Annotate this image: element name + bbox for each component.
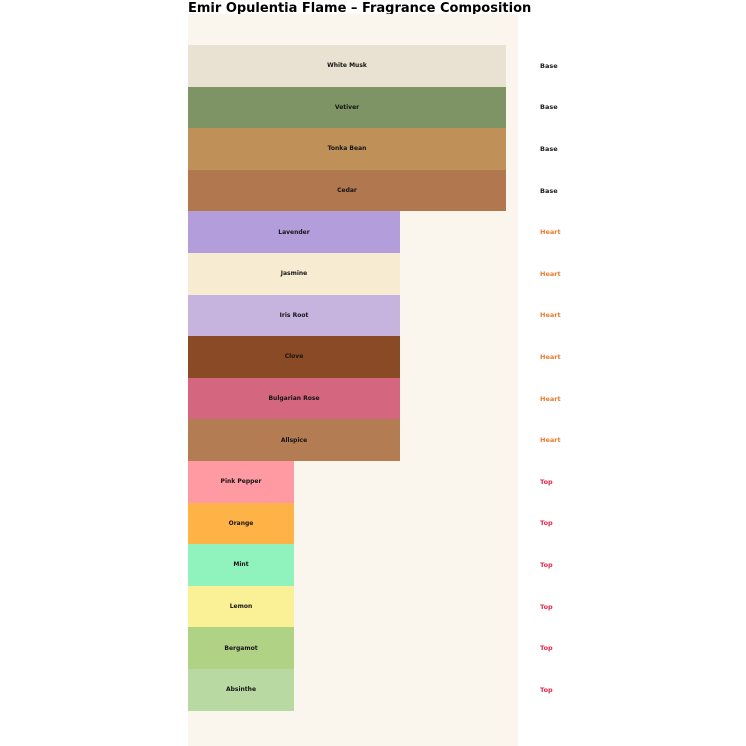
bar-row: Lemon Top xyxy=(188,585,553,628)
tier-label: Heart xyxy=(540,352,561,361)
bar-rows: White Musk Base Vetiver Base Tonka Bean … xyxy=(188,45,561,711)
bar-row: Vetiver Base xyxy=(188,86,558,129)
tier-label: Top xyxy=(540,477,553,486)
bar-label: Cedar xyxy=(337,187,357,195)
tier-label: Top xyxy=(540,560,553,569)
bar-label: Lavender xyxy=(278,228,310,236)
bar: Vetiver xyxy=(188,86,506,129)
bar-row: Tonka Bean Base xyxy=(188,128,558,170)
bar-label: Bergamot xyxy=(224,644,258,652)
bar: Cedar xyxy=(188,169,506,212)
bar: Orange xyxy=(188,502,294,545)
bar-row: White Musk Base xyxy=(188,45,558,87)
tier-label: Base xyxy=(540,144,558,153)
bar-row: Clove Heart xyxy=(188,336,561,378)
bar-row: Orange Top xyxy=(188,502,553,545)
bar-row: Mint Top xyxy=(188,544,553,586)
bar-row: Absinthe Top xyxy=(188,668,553,711)
tier-label: Top xyxy=(540,685,553,694)
bar-row: Cedar Base xyxy=(188,169,558,212)
bar: Lavender xyxy=(188,211,400,253)
tier-label: Base xyxy=(540,186,558,195)
bar: Jasmine xyxy=(188,252,400,295)
bar: Bulgarian Rose xyxy=(188,377,400,420)
bar-label: Iris Root xyxy=(279,311,309,319)
bar-row: Bulgarian Rose Heart xyxy=(188,377,561,420)
bar-row: Pink Pepper Top xyxy=(188,460,553,503)
tier-label: Top xyxy=(540,602,553,611)
bar-label: Bulgarian Rose xyxy=(268,395,320,403)
bar-label: Orange xyxy=(228,519,254,527)
bar-label: Mint xyxy=(233,561,249,569)
tier-label: Heart xyxy=(540,436,561,445)
bar: Lemon xyxy=(188,585,294,628)
bar-label: Lemon xyxy=(229,603,253,611)
bar-label: Absinthe xyxy=(225,686,257,694)
chart-area: White Musk Base Vetiver Base Tonka Bean … xyxy=(188,14,561,746)
bar-row: Iris Root Heart xyxy=(188,294,561,337)
tier-label: Heart xyxy=(540,311,561,320)
bar: Allspice xyxy=(188,419,400,461)
bar-label: Clove xyxy=(284,353,304,361)
tier-label: Heart xyxy=(540,228,561,237)
tier-label: Top xyxy=(540,644,553,653)
bar: White Musk xyxy=(188,45,506,87)
tier-label: Base xyxy=(540,61,558,70)
bar-label: White Musk xyxy=(327,62,367,70)
bar: Tonka Bean xyxy=(188,128,506,170)
bar-row: Jasmine Heart xyxy=(188,252,561,295)
bar: Clove xyxy=(188,336,400,378)
bar-label: Vetiver xyxy=(334,103,360,111)
tier-label: Top xyxy=(540,519,553,528)
bar-label: Tonka Bean xyxy=(327,145,367,153)
bar-row: Allspice Heart xyxy=(188,419,561,461)
chart-title: Emir Opulentia Flame – Fragrance Composi… xyxy=(188,1,532,16)
bar-label: Jasmine xyxy=(280,270,308,278)
bar-label: Pink Pepper xyxy=(220,478,262,486)
bar-row: Bergamot Top xyxy=(188,627,553,669)
tier-label: Heart xyxy=(540,269,561,278)
bar: Pink Pepper xyxy=(188,460,294,503)
bar: Mint xyxy=(188,544,294,586)
bar: Iris Root xyxy=(188,294,400,337)
bar-label: Allspice xyxy=(280,436,308,444)
tier-label: Base xyxy=(540,103,558,112)
bar: Absinthe xyxy=(188,668,294,711)
tier-label: Heart xyxy=(540,394,561,403)
bar: Bergamot xyxy=(188,627,294,669)
bar-row: Lavender Heart xyxy=(188,211,561,253)
